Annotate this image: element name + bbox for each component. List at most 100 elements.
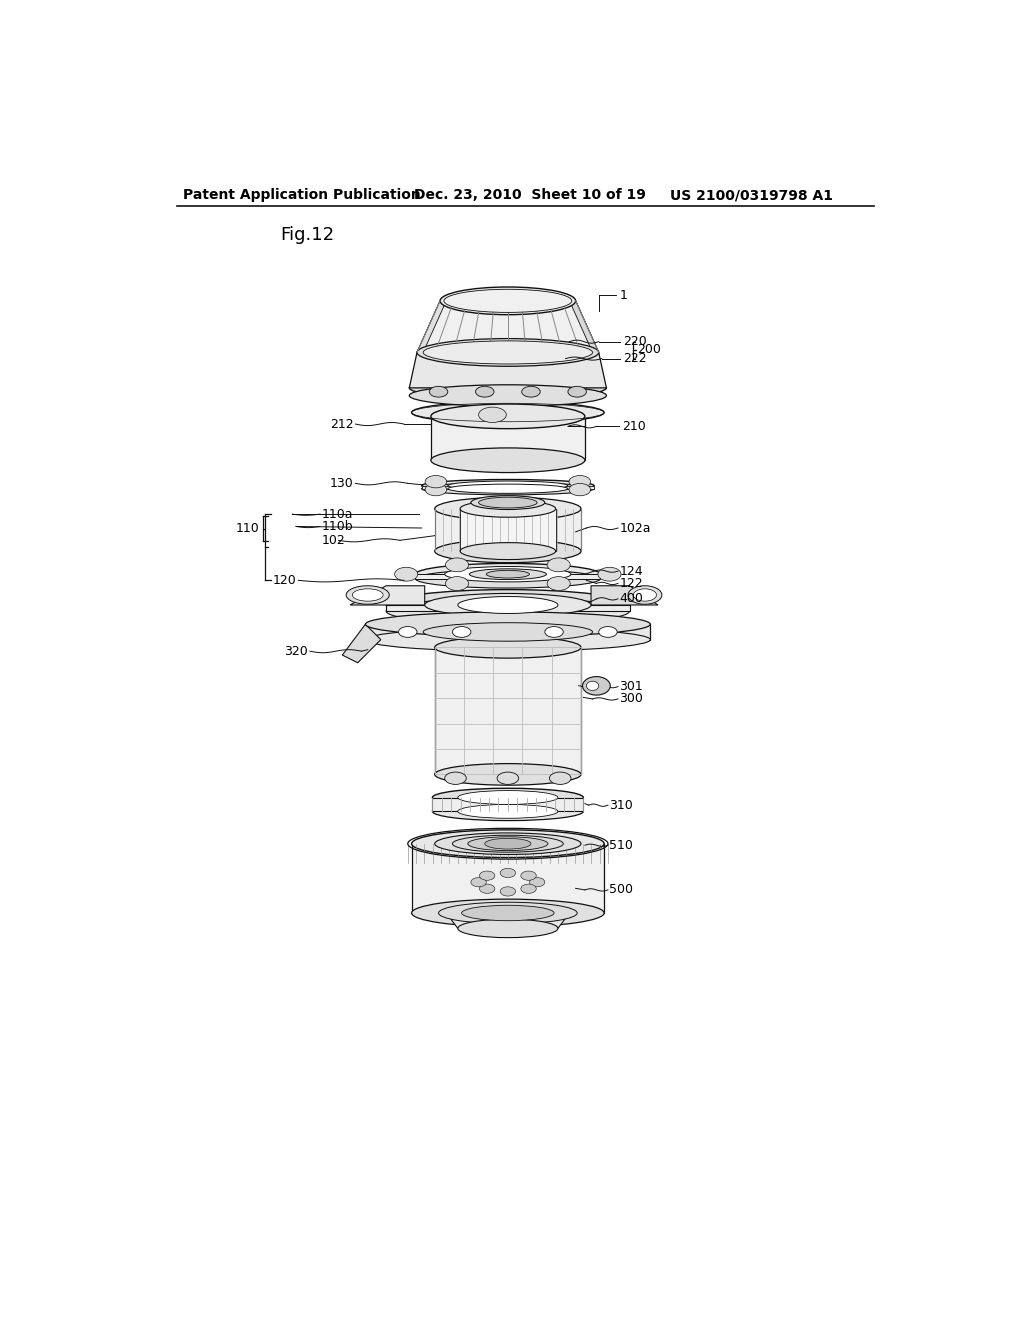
Ellipse shape: [587, 681, 599, 690]
Ellipse shape: [416, 564, 600, 585]
Ellipse shape: [634, 589, 656, 601]
Text: 110a: 110a: [322, 508, 353, 520]
Ellipse shape: [435, 636, 581, 659]
Text: 124: 124: [620, 565, 643, 578]
Ellipse shape: [435, 763, 581, 785]
Text: 222: 222: [624, 352, 647, 366]
Polygon shape: [460, 508, 556, 552]
Ellipse shape: [425, 475, 446, 488]
Polygon shape: [591, 586, 658, 605]
Text: Patent Application Publication: Patent Application Publication: [183, 189, 421, 202]
Ellipse shape: [412, 401, 604, 424]
Polygon shape: [417, 301, 599, 352]
Ellipse shape: [386, 598, 630, 624]
Ellipse shape: [444, 289, 571, 313]
Polygon shape: [432, 797, 584, 812]
Ellipse shape: [366, 628, 650, 651]
Ellipse shape: [438, 903, 578, 924]
Polygon shape: [569, 301, 599, 352]
Ellipse shape: [471, 495, 545, 510]
Ellipse shape: [412, 899, 604, 927]
Ellipse shape: [444, 566, 571, 582]
Ellipse shape: [435, 833, 581, 854]
Ellipse shape: [598, 568, 621, 581]
Text: 110: 110: [237, 521, 260, 535]
Text: 320: 320: [284, 644, 307, 657]
Ellipse shape: [478, 498, 538, 508]
Text: 110b: 110b: [322, 520, 353, 533]
Polygon shape: [435, 508, 581, 552]
Polygon shape: [446, 913, 569, 928]
Ellipse shape: [425, 594, 591, 616]
Ellipse shape: [435, 498, 581, 520]
Ellipse shape: [453, 627, 471, 638]
Ellipse shape: [346, 586, 389, 605]
Ellipse shape: [521, 884, 537, 894]
Text: Dec. 23, 2010  Sheet 10 of 19: Dec. 23, 2010 Sheet 10 of 19: [414, 189, 646, 202]
Ellipse shape: [468, 837, 548, 850]
Polygon shape: [386, 605, 630, 611]
Polygon shape: [410, 352, 606, 388]
Ellipse shape: [432, 803, 584, 821]
Polygon shape: [366, 624, 650, 640]
Ellipse shape: [500, 869, 515, 878]
Ellipse shape: [422, 483, 594, 495]
Ellipse shape: [444, 772, 466, 784]
Ellipse shape: [453, 836, 563, 853]
Ellipse shape: [394, 568, 418, 581]
Ellipse shape: [460, 543, 556, 560]
Ellipse shape: [410, 385, 606, 407]
Ellipse shape: [458, 919, 558, 937]
Ellipse shape: [352, 589, 383, 601]
Ellipse shape: [417, 339, 599, 367]
Ellipse shape: [599, 627, 617, 638]
Ellipse shape: [462, 906, 554, 921]
Ellipse shape: [475, 387, 494, 397]
Ellipse shape: [460, 500, 556, 517]
Text: 122: 122: [620, 577, 643, 590]
Ellipse shape: [445, 577, 469, 590]
Polygon shape: [431, 416, 585, 461]
Ellipse shape: [445, 558, 469, 572]
Ellipse shape: [386, 590, 630, 620]
Ellipse shape: [484, 838, 531, 849]
Ellipse shape: [432, 788, 584, 807]
Polygon shape: [417, 301, 446, 352]
Ellipse shape: [412, 830, 604, 858]
Ellipse shape: [545, 627, 563, 638]
Ellipse shape: [583, 677, 610, 696]
Ellipse shape: [500, 887, 515, 896]
Polygon shape: [422, 486, 594, 488]
Text: 1: 1: [620, 289, 628, 302]
Ellipse shape: [458, 597, 558, 614]
Ellipse shape: [521, 871, 537, 880]
Polygon shape: [350, 586, 425, 605]
Ellipse shape: [447, 480, 568, 490]
Ellipse shape: [447, 484, 568, 494]
Ellipse shape: [423, 623, 593, 642]
Text: 510: 510: [609, 838, 634, 851]
Text: 301: 301: [620, 680, 643, 693]
Text: 400: 400: [620, 593, 643, 606]
Ellipse shape: [471, 878, 486, 887]
Ellipse shape: [479, 871, 495, 880]
Ellipse shape: [435, 540, 581, 562]
Ellipse shape: [486, 570, 529, 578]
Ellipse shape: [521, 387, 541, 397]
Text: 210: 210: [622, 420, 645, 433]
Ellipse shape: [550, 772, 571, 784]
Ellipse shape: [429, 387, 447, 397]
Text: US 2100/0319798 A1: US 2100/0319798 A1: [670, 189, 833, 202]
Ellipse shape: [628, 586, 662, 605]
Ellipse shape: [469, 569, 547, 579]
Text: 300: 300: [620, 693, 643, 705]
Ellipse shape: [458, 791, 558, 804]
Polygon shape: [435, 647, 581, 775]
Ellipse shape: [478, 407, 506, 422]
Polygon shape: [416, 574, 600, 578]
Ellipse shape: [423, 341, 593, 364]
Text: 500: 500: [609, 883, 634, 896]
Text: 120: 120: [272, 574, 296, 587]
Ellipse shape: [431, 447, 585, 473]
Ellipse shape: [431, 404, 585, 429]
